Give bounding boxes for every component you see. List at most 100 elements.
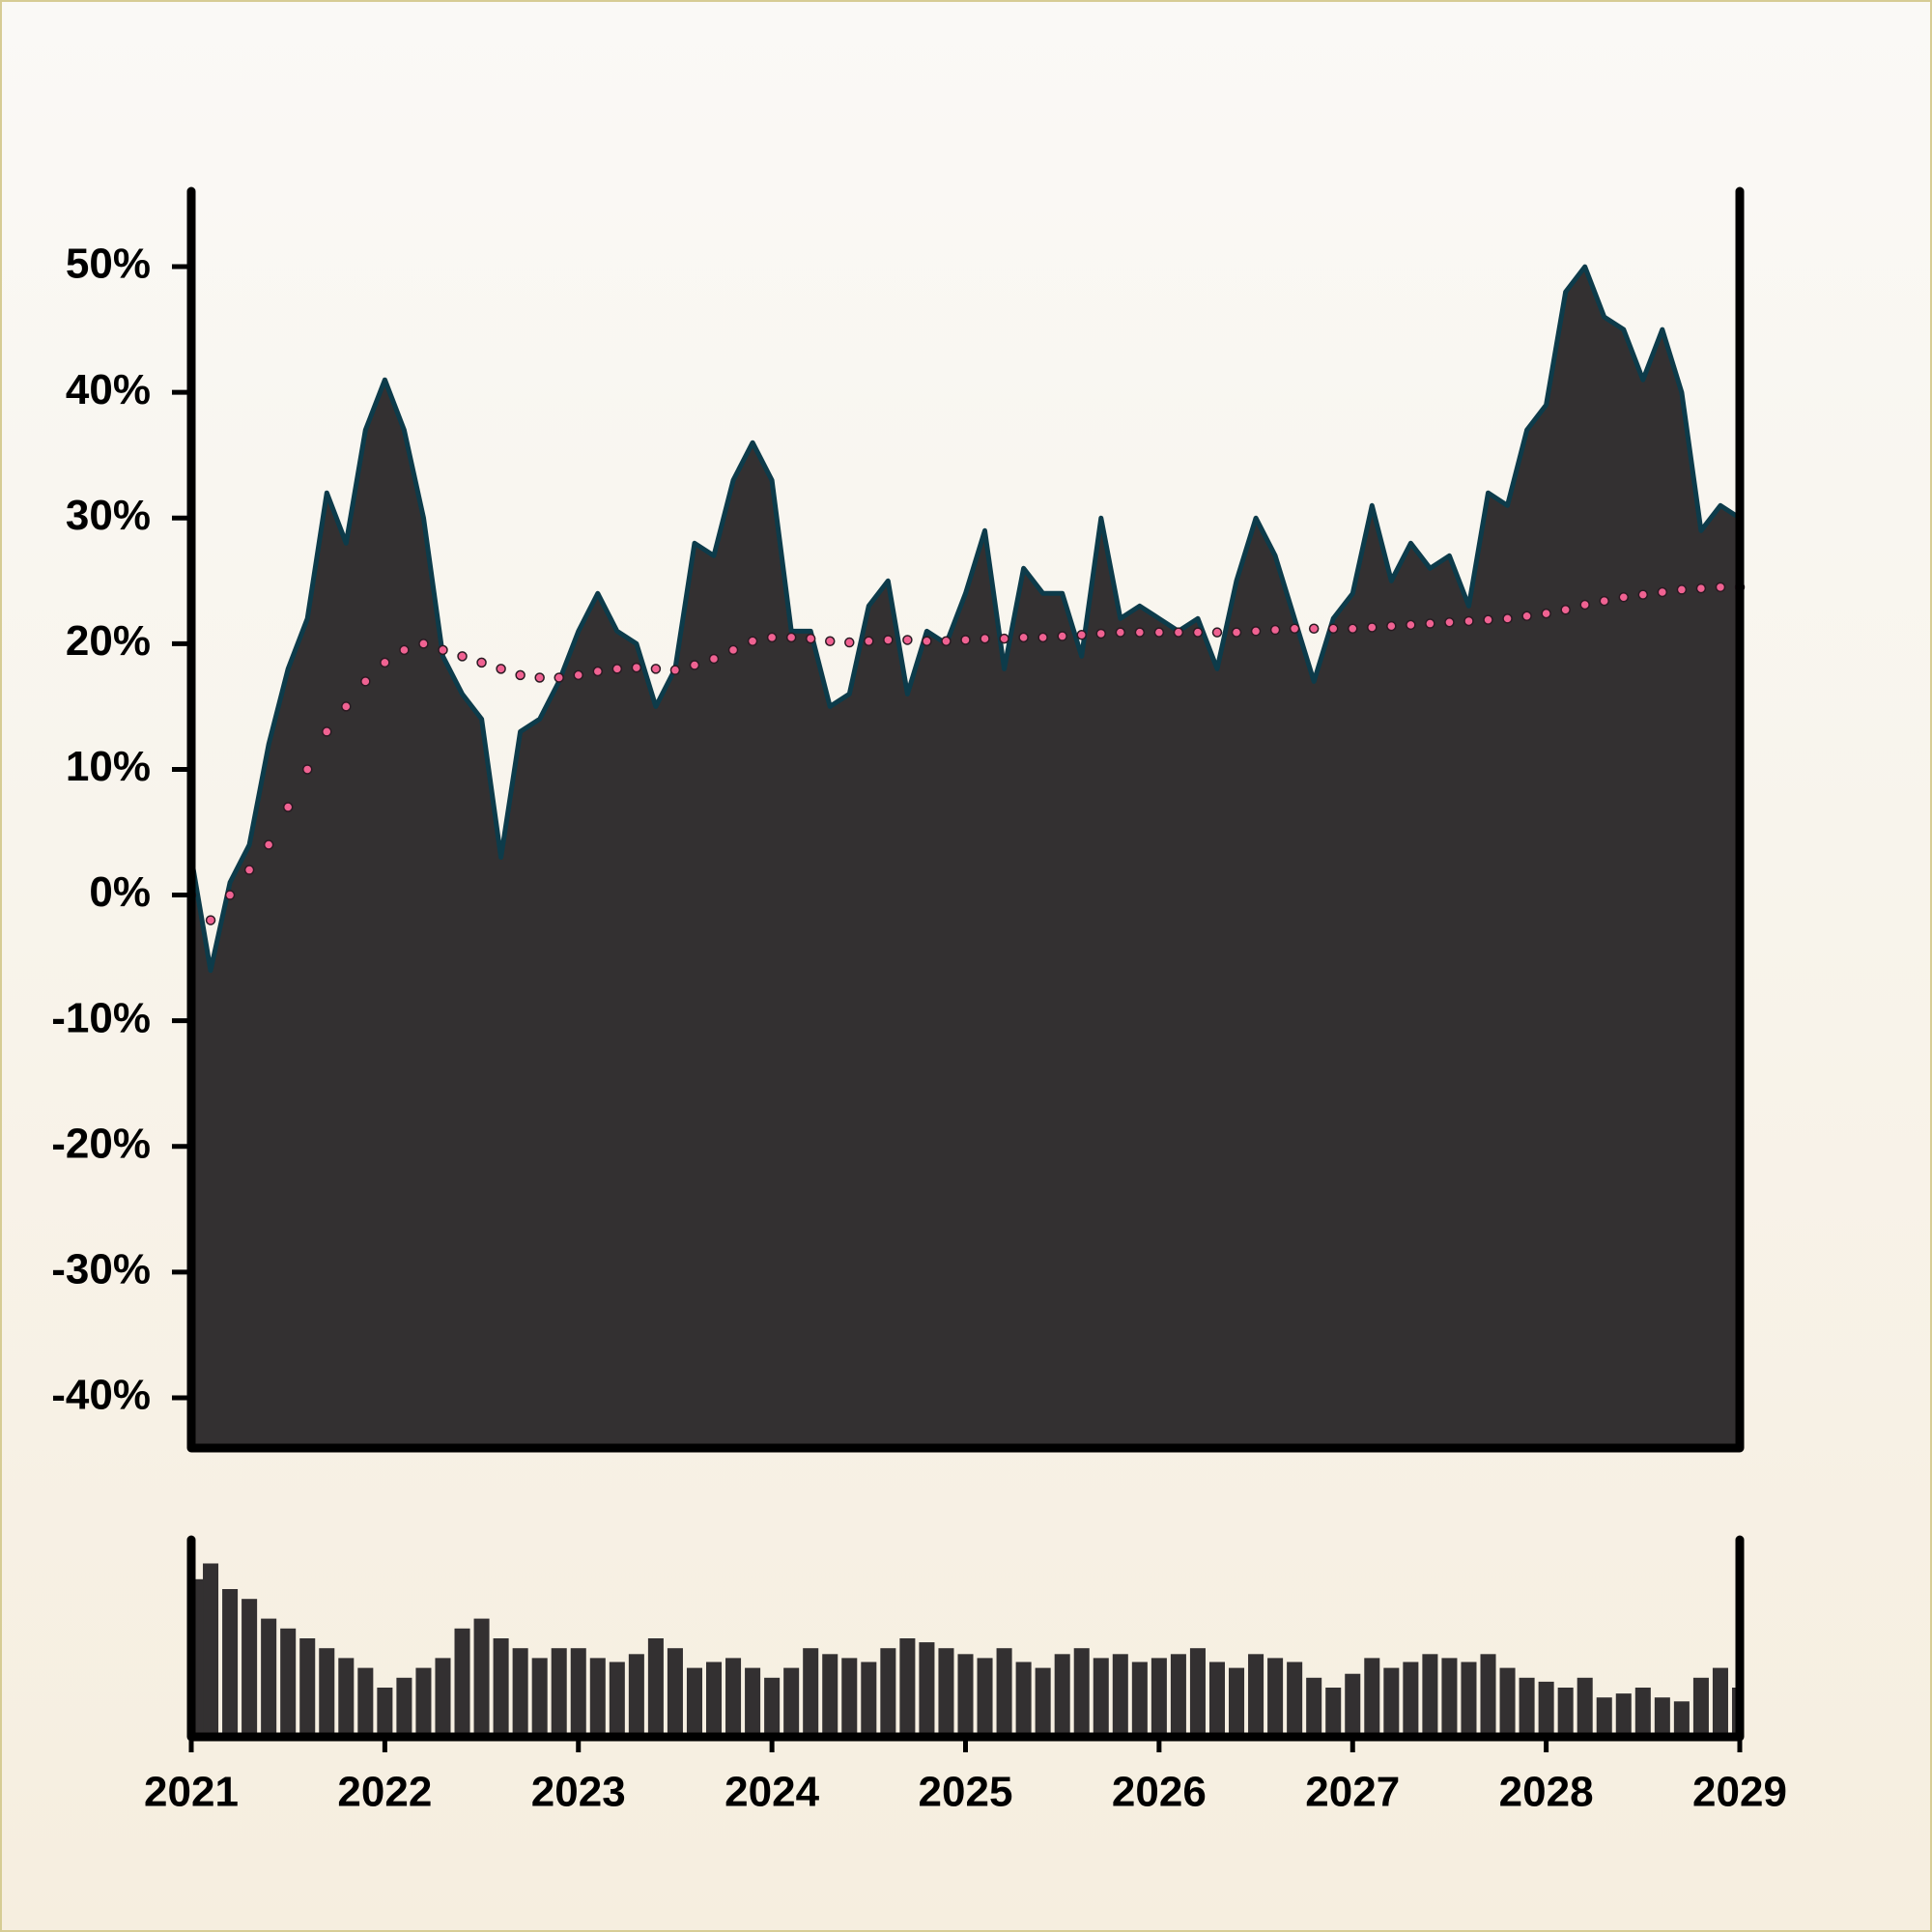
x-tick-label: 2029	[1692, 1769, 1787, 1816]
y-tick-label: 0%	[89, 868, 151, 916]
volume-bar	[725, 1658, 742, 1737]
x-tick-label: 2021	[144, 1769, 239, 1816]
average-dot	[844, 637, 855, 648]
volume-bar	[1383, 1667, 1400, 1737]
average-dot	[1115, 627, 1126, 638]
average-dot	[785, 632, 797, 643]
volume-bar	[745, 1667, 761, 1737]
y-tick-label: 40%	[66, 366, 151, 413]
volume-bar	[764, 1677, 781, 1737]
average-dot	[573, 669, 583, 681]
average-dot	[457, 651, 468, 662]
average-dot	[243, 865, 255, 875]
average-dot	[747, 636, 758, 647]
x-tick-label: 2025	[919, 1769, 1013, 1816]
average-dot	[1211, 627, 1223, 638]
average-dot	[1134, 627, 1146, 638]
volume-panel: 2021 2022 2023 2024 2025 2026 2027 2028 2029	[144, 1535, 1787, 1816]
average-dot	[1250, 626, 1262, 637]
volume-bar	[454, 1628, 470, 1737]
volume-bar	[1073, 1648, 1090, 1737]
y-tick-label: 30%	[66, 492, 151, 539]
volume-bar	[647, 1638, 664, 1737]
price-panel: -40% -30% -20% -10% 0% 10% 20% 30% 40% 50%	[51, 186, 1746, 1453]
volume-bar	[1151, 1658, 1167, 1737]
average-dot	[980, 633, 990, 644]
average-dot	[864, 636, 874, 647]
volume-bar	[531, 1658, 548, 1737]
average-dot	[1657, 586, 1668, 598]
volume-bar	[861, 1662, 877, 1737]
average-dot	[883, 635, 894, 645]
average-dot	[1269, 624, 1281, 636]
average-dot	[263, 839, 274, 850]
x-tick-label: 2027	[1305, 1769, 1400, 1816]
volume-bar	[803, 1648, 819, 1737]
average-dot	[592, 666, 604, 677]
volume-bar	[1403, 1662, 1419, 1737]
volume-bar	[1692, 1677, 1709, 1737]
average-dot	[1367, 622, 1378, 633]
average-dot	[1483, 614, 1493, 625]
y-tick-label: -10%	[51, 994, 151, 1041]
volume-bar	[222, 1589, 239, 1737]
average-dot	[1579, 599, 1590, 611]
average-dot	[1308, 623, 1320, 634]
average-dot	[360, 676, 371, 687]
volume-bar	[512, 1648, 528, 1737]
volume-bar	[1345, 1673, 1361, 1737]
volume-bar	[1422, 1654, 1438, 1737]
x-tick-label: 2028	[1499, 1769, 1594, 1816]
volume-bar	[570, 1648, 586, 1737]
volume-bar	[957, 1654, 974, 1737]
volume-bar	[1093, 1658, 1109, 1737]
area-fill	[191, 267, 1740, 1449]
volume-bar	[609, 1662, 625, 1737]
volume-bar	[319, 1648, 335, 1737]
x-tick-label: 2026	[1112, 1769, 1207, 1816]
average-dot	[611, 664, 623, 674]
volume-bar	[1634, 1688, 1651, 1737]
volume-bar	[415, 1667, 432, 1737]
average-dot	[960, 635, 971, 645]
volume-bar	[261, 1618, 277, 1737]
volume-bar	[1596, 1697, 1612, 1737]
volume-bar	[1712, 1667, 1728, 1737]
volume-bar	[628, 1654, 644, 1737]
axis-frame	[186, 186, 1745, 1453]
volume-bar	[880, 1648, 896, 1737]
average-dot	[631, 662, 642, 673]
volume-bar	[841, 1658, 858, 1737]
average-dot	[1018, 632, 1029, 643]
average-dot	[476, 657, 487, 668]
volume-bar	[1325, 1688, 1342, 1737]
volume-bar	[1557, 1688, 1574, 1737]
average-dot	[341, 701, 352, 712]
x-tick-label: 2022	[337, 1769, 432, 1816]
average-dot	[1327, 623, 1339, 634]
volume-bar	[1054, 1654, 1070, 1737]
average-dot	[1521, 611, 1532, 621]
volume-bar	[1170, 1654, 1186, 1737]
volume-bar	[357, 1667, 374, 1737]
average-dot	[708, 653, 720, 665]
average-dot	[1057, 631, 1067, 641]
average-dot	[1618, 591, 1630, 603]
volume-bar	[1267, 1658, 1284, 1737]
area-line	[188, 264, 1742, 974]
average-dot	[554, 672, 564, 683]
y-tick-label: -20%	[51, 1120, 151, 1167]
volume-bar	[1615, 1693, 1632, 1737]
average-dot	[1637, 589, 1649, 600]
average-dot	[650, 664, 662, 674]
volume-bar	[1538, 1681, 1554, 1737]
average-dot	[1676, 584, 1688, 595]
volume-bar	[473, 1618, 490, 1737]
average-dot	[1348, 623, 1358, 634]
volume-bar	[1229, 1667, 1245, 1737]
average-dot	[902, 635, 913, 645]
average-dot	[1425, 618, 1435, 629]
average-dot	[1541, 608, 1551, 619]
x-tick-label: 2024	[724, 1769, 819, 1816]
y-tick-label: -40%	[51, 1372, 151, 1419]
